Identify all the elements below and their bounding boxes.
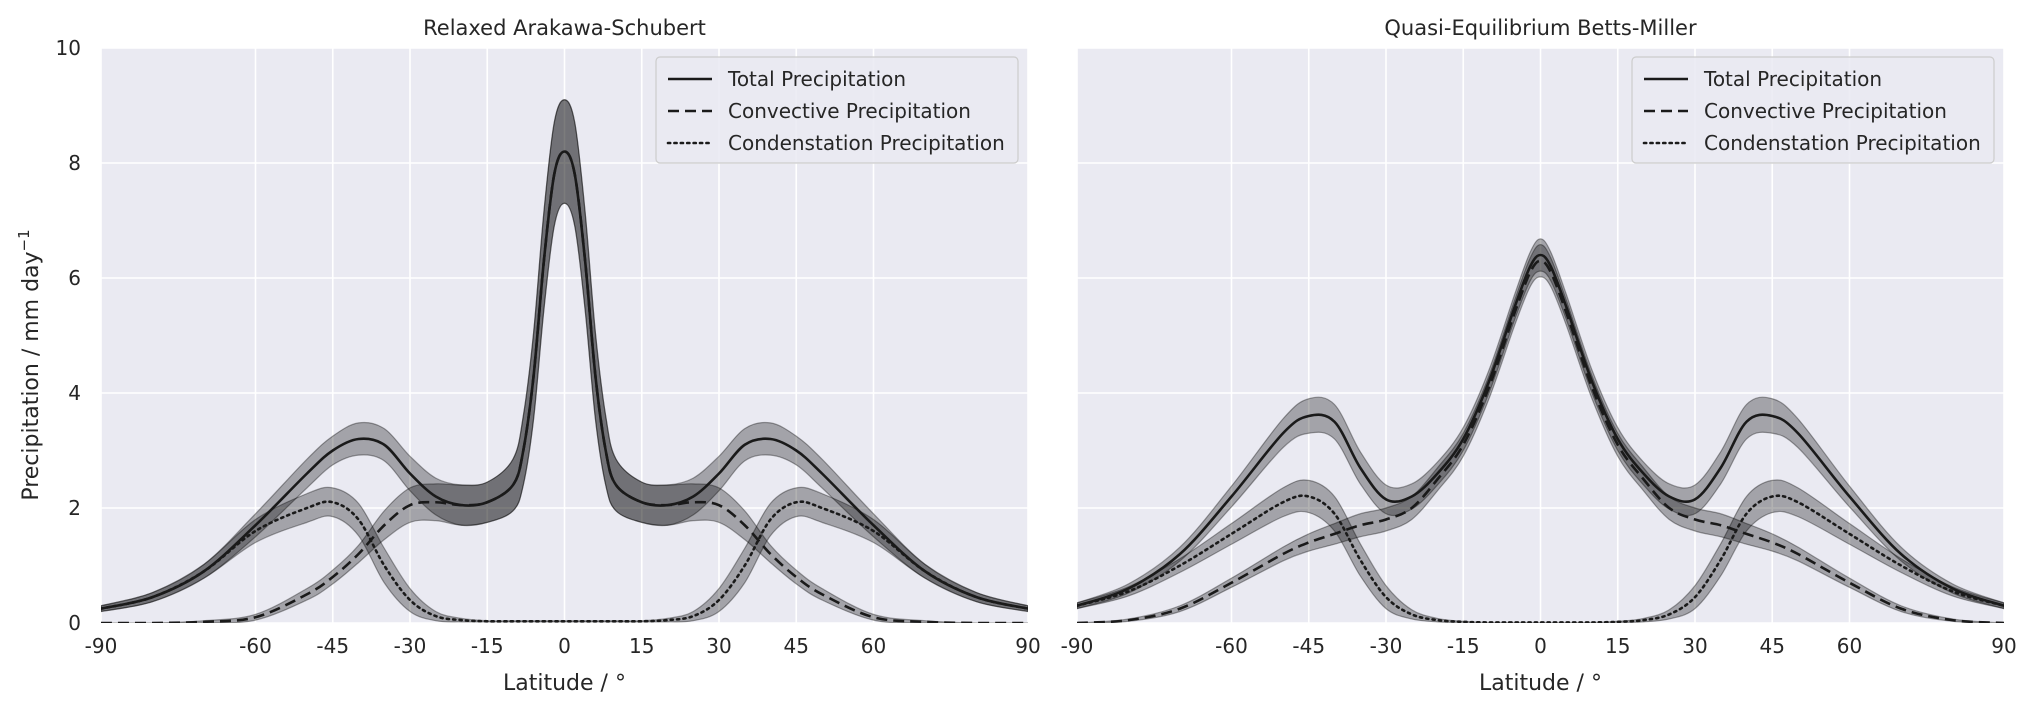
x-tick-label: -30 — [394, 634, 427, 658]
x-tick-label: 90 — [1991, 634, 2016, 658]
y-axis-label-text: Precipitation / mm day — [19, 251, 44, 500]
x-tick-label: 30 — [1682, 634, 1707, 658]
x-tick-label: -90 — [1061, 634, 1094, 658]
x-tick-label: 15 — [1605, 634, 1630, 658]
y-tick-label: 10 — [56, 36, 81, 60]
uncertainty-band — [101, 99, 1028, 623]
x-tick-label: 15 — [629, 634, 654, 658]
x-tick-label: -60 — [239, 634, 272, 658]
y-axis-label: Precipitation / mm day−1 — [15, 229, 44, 500]
panel-relaxed-arakawa-schubert: -90 -60 -45 -30 -15 0 15 30 45 60 90 0 2 4 6 8 10 Relaxed… — [56, 16, 1041, 696]
x-tick-label: -15 — [471, 634, 504, 658]
legend-label: Convective Precipitation — [728, 99, 971, 123]
plot-area — [1077, 238, 2004, 623]
uncertainty-band — [101, 99, 1028, 613]
y-tick-label: 2 — [68, 496, 81, 520]
x-tick-label: -90 — [85, 634, 118, 658]
series-line-dotted — [101, 500, 1028, 623]
x-tick-label: 45 — [784, 634, 809, 658]
x-tick-label: -30 — [1370, 634, 1403, 658]
x-tick-label: 0 — [1534, 634, 1547, 658]
legend-label: Total Precipitation — [1703, 67, 1882, 91]
legend-label: Convective Precipitation — [1704, 99, 1947, 123]
y-tick-label: 8 — [68, 151, 81, 175]
series-line-solid — [1077, 253, 2004, 607]
y-tick-label: 0 — [68, 611, 81, 635]
series-line-solid — [101, 150, 1028, 610]
panel-quasi-equilibrium-betts-miller: -90 -60 -45 -30 -15 0 15 30 45 60 90 Quasi-Equilibr… — [1061, 16, 2017, 696]
uncertainty-band — [1077, 479, 2004, 623]
uncertainty-band — [1077, 244, 2004, 623]
x-axis-label: Latitude / ° — [503, 671, 626, 696]
legend-label: Total Precipitation — [727, 67, 906, 91]
x-tick-label: -15 — [1447, 634, 1480, 658]
x-tick-label: 45 — [1760, 634, 1785, 658]
x-tick-label: 90 — [1015, 634, 1040, 658]
y-axis-label-superscript: −1 — [15, 229, 33, 251]
uncertainty-band — [1077, 238, 2004, 610]
plot-area — [101, 99, 1028, 623]
x-tick-label: 60 — [1837, 634, 1862, 658]
panel-title: Relaxed Arakawa-Schubert — [423, 16, 706, 40]
x-tick-label: -45 — [316, 634, 349, 658]
x-tick-label: 0 — [558, 634, 571, 658]
x-tick-label: 60 — [861, 634, 886, 658]
panel-title: Quasi-Equilibrium Betts-Miller — [1384, 16, 1697, 40]
legend-label: Condenstation Precipitation — [728, 131, 1005, 155]
y-tick-label: 4 — [68, 381, 81, 405]
series-line-dotted — [1077, 494, 2004, 623]
legend: Total Precipitation Convective Precipitat… — [655, 56, 1019, 164]
x-tick-label: -45 — [1292, 634, 1325, 658]
legend-frame — [1631, 56, 1995, 164]
legend-label: Condenstation Precipitation — [1704, 131, 1981, 155]
x-tick-label: 30 — [706, 634, 731, 658]
legend-frame — [655, 56, 1019, 164]
x-tick-label: -60 — [1215, 634, 1248, 658]
legend: Total Precipitation Convective Precipitat… — [1631, 56, 1995, 164]
x-axis-label: Latitude / ° — [1479, 671, 1602, 696]
y-tick-label: 6 — [68, 266, 81, 290]
series-line-dashed — [101, 150, 1028, 623]
